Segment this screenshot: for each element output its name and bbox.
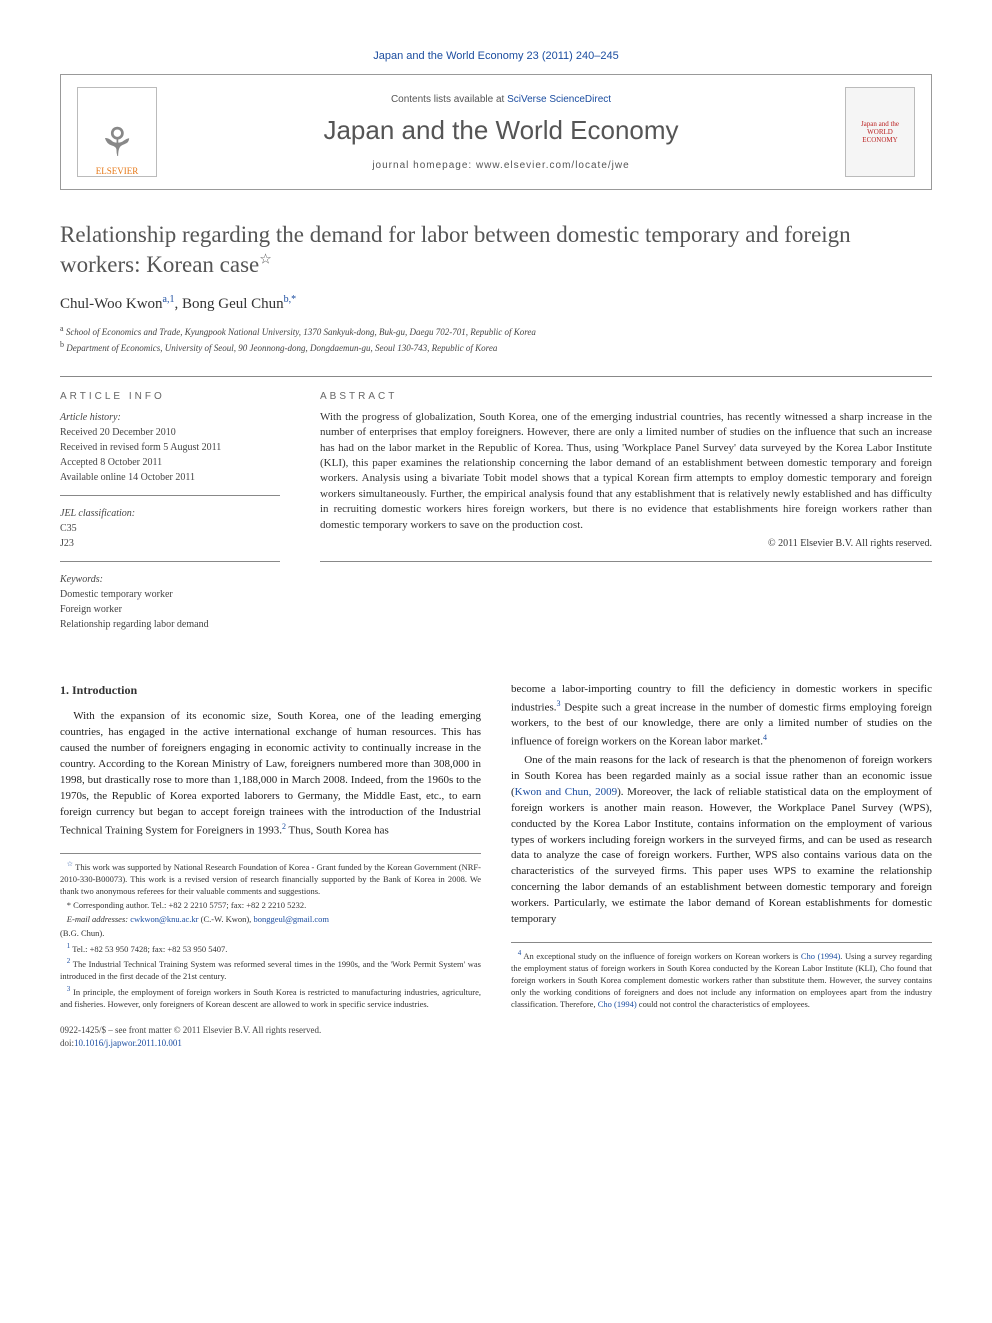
sciencedirect-link[interactable]: SciVerse ScienceDirect xyxy=(507,94,611,105)
doi-link[interactable]: 10.1016/j.japwor.2011.10.001 xyxy=(74,1038,182,1048)
article-history-block: Article history: Received 20 December 20… xyxy=(60,410,280,496)
jel-block: JEL classification: C35 J23 xyxy=(60,506,280,562)
keywords-block: Keywords: Domestic temporary worker Fore… xyxy=(60,572,280,642)
affiliation-b: b Department of Economics, University of… xyxy=(60,339,932,356)
affiliation-a: a School of Economics and Trade, Kyungpo… xyxy=(60,323,932,340)
footnote-1: 1 Tel.: +82 53 950 7428; fax: +82 53 950… xyxy=(60,942,481,956)
footnote-3: 3 In principle, the employment of foreig… xyxy=(60,985,481,1011)
publisher-logo: ⚘ ELSEVIER xyxy=(77,87,157,177)
citation-cho-1994-b[interactable]: Cho (1994) xyxy=(598,999,637,1009)
contents-prefix: Contents lists available at xyxy=(391,94,507,105)
abstract-label: ABSTRACT xyxy=(320,391,932,402)
author-2-affil-sup: b,* xyxy=(284,294,297,305)
citation-kwon-chun-2009[interactable]: Kwon and Chun, 2009 xyxy=(515,786,617,798)
author-1: Chul-Woo Kwon xyxy=(60,296,163,312)
citation-cho-1994-a[interactable]: Cho (1994) xyxy=(801,951,840,961)
section-1-heading: 1. Introduction xyxy=(60,682,481,699)
intro-paragraph-2: One of the main reasons for the lack of … xyxy=(511,753,932,928)
keywords-label: Keywords: xyxy=(60,572,280,587)
body-two-column: 1. Introduction With the expansion of it… xyxy=(60,682,932,1050)
jel-code-1: C35 xyxy=(60,521,280,536)
doi-line: doi:10.1016/j.japwor.2011.10.001 xyxy=(60,1037,481,1050)
affiliations: a School of Economics and Trade, Kyungpo… xyxy=(60,323,932,356)
abstract-copyright: © 2011 Elsevier B.V. All rights reserved… xyxy=(320,537,932,551)
author-1-affil-sup: a,1 xyxy=(163,294,175,305)
history-label: Article history: xyxy=(60,410,280,425)
journal-homepage: journal homepage: www.elsevier.com/locat… xyxy=(173,160,829,171)
email-addresses-line: E-mail addresses: cwkwon@knu.ac.kr (C.-W… xyxy=(60,914,481,926)
intro-paragraph-1: With the expansion of its economic size,… xyxy=(60,709,481,839)
corresponding-author-note: * Corresponding author. Tel.: +82 2 2210… xyxy=(60,900,481,912)
jel-code-2: J23 xyxy=(60,536,280,551)
article-info-label: ARTICLE INFO xyxy=(60,391,280,402)
intro-paragraph-1-cont: become a labor-importing country to fill… xyxy=(511,682,932,751)
issn-copyright-line: 0922-1425/$ – see front matter © 2011 El… xyxy=(60,1024,481,1037)
journal-header: Japan and the World Economy 23 (2011) 24… xyxy=(60,50,932,62)
online-date: Available online 14 October 2011 xyxy=(60,470,280,485)
journal-cover-thumbnail: Japan and the WORLD ECONOMY xyxy=(845,87,915,177)
header-center: Contents lists available at SciVerse Sci… xyxy=(173,94,829,171)
journal-header-box: ⚘ ELSEVIER Contents lists available at S… xyxy=(60,74,932,190)
email-link-1[interactable]: cwkwon@knu.ac.kr xyxy=(130,914,198,924)
footnotes-left: ☆ This work was supported by National Re… xyxy=(60,853,481,1010)
journal-name: Japan and the World Economy xyxy=(173,115,829,146)
accepted-date: Accepted 8 October 2011 xyxy=(60,455,280,470)
footnotes-right: 4 An exceptional study on the influence … xyxy=(511,942,932,1010)
jel-label: JEL classification: xyxy=(60,506,280,521)
footnote-star: ☆ This work was supported by National Re… xyxy=(60,860,481,898)
publisher-name: ELSEVIER xyxy=(96,166,139,176)
footnote-ref-4[interactable]: 4 xyxy=(763,733,767,742)
keyword-3: Relationship regarding labor demand xyxy=(60,617,280,632)
revised-date: Received in revised form 5 August 2011 xyxy=(60,440,280,455)
publication-meta: 0922-1425/$ – see front matter © 2011 El… xyxy=(60,1024,481,1049)
authors-line: Chul-Woo Kwona,1, Bong Geul Chunb,* xyxy=(60,294,932,313)
article-info-sidebar: ARTICLE INFO Article history: Received 2… xyxy=(60,377,280,652)
abstract-text: With the progress of globalization, Sout… xyxy=(320,410,932,562)
keyword-1: Domestic temporary worker xyxy=(60,587,280,602)
email-owner-2: (B.G. Chun). xyxy=(60,928,481,940)
received-date: Received 20 December 2010 xyxy=(60,425,280,440)
contents-available-line: Contents lists available at SciVerse Sci… xyxy=(173,94,829,105)
email-link-2[interactable]: bonggeul@gmail.com xyxy=(253,914,329,924)
abstract-column: ABSTRACT With the progress of globalizat… xyxy=(320,377,932,652)
title-footnote-star: ☆ xyxy=(259,252,272,267)
keyword-2: Foreign worker xyxy=(60,602,280,617)
title-text: Relationship regarding the demand for la… xyxy=(60,222,851,277)
footnote-2: 2 The Industrial Technical Training Syst… xyxy=(60,957,481,983)
body-column-right: become a labor-importing country to fill… xyxy=(511,682,932,1050)
footnote-4: 4 An exceptional study on the influence … xyxy=(511,949,932,1010)
author-separator: , xyxy=(175,296,183,312)
author-2: Bong Geul Chun xyxy=(182,296,284,312)
elsevier-tree-icon: ⚘ xyxy=(99,119,135,166)
body-column-left: 1. Introduction With the expansion of it… xyxy=(60,682,481,1050)
article-title: Relationship regarding the demand for la… xyxy=(60,220,932,280)
